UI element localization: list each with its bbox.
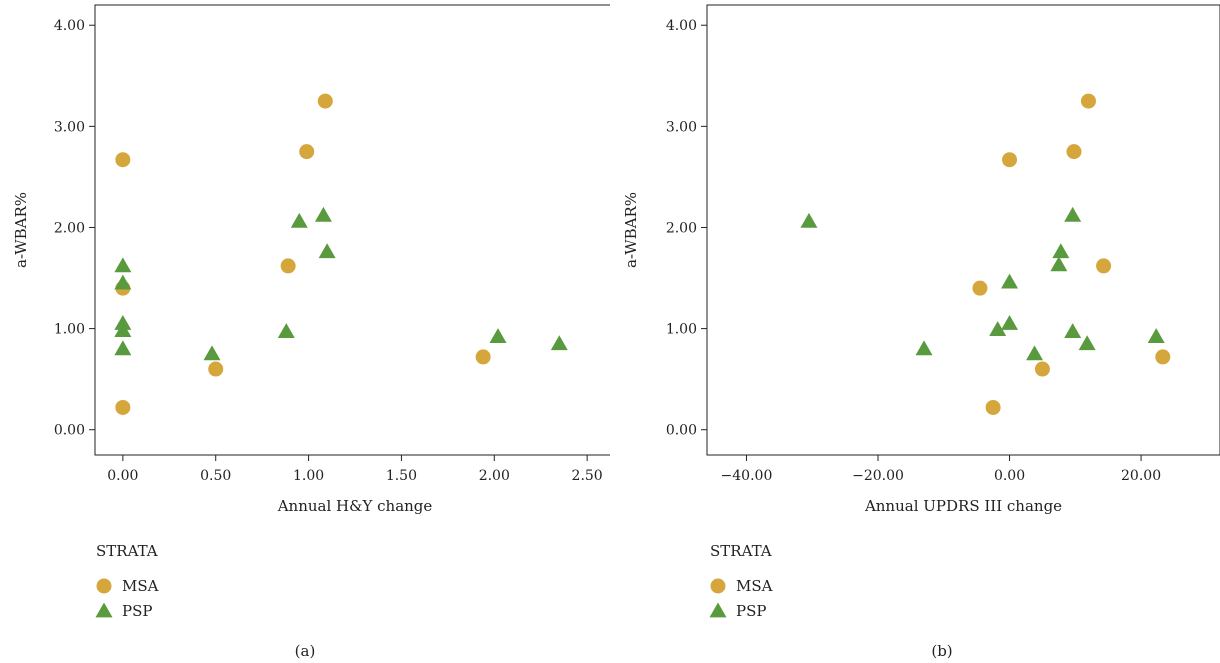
data-point-psp xyxy=(1052,243,1070,259)
x-axis-label: Annual H&Y change xyxy=(277,497,433,515)
data-point-psp xyxy=(550,335,568,351)
data-point-psp xyxy=(800,212,818,228)
y-axis-label: a-WBAR% xyxy=(12,192,30,268)
data-point-psp xyxy=(203,345,221,361)
data-point-psp xyxy=(1078,335,1096,351)
data-point-psp xyxy=(1001,315,1019,330)
legend-label-psp: PSP xyxy=(122,602,152,620)
chart-panel-a: 0.00 0.50 1.00 1.50 2.00 2.50 0.00 1.00 2.00 3.00… xyxy=(12,4,610,660)
data-point-msa xyxy=(1155,349,1171,365)
x-tick-label: −40.00 xyxy=(721,468,773,484)
data-point-psp xyxy=(318,243,336,259)
x-tick-label: 1.50 xyxy=(386,468,417,484)
data-point-msa xyxy=(1066,144,1082,160)
data-point-msa xyxy=(1096,258,1112,274)
legend-marker-psp xyxy=(95,602,113,618)
plot-frame-b xyxy=(706,4,1220,456)
y-tick-label: 1.00 xyxy=(666,322,697,338)
data-point-psp xyxy=(1064,206,1082,222)
legend-title: STRATA xyxy=(96,542,158,560)
legend-label-msa: MSA xyxy=(736,577,773,595)
data-point-psp xyxy=(114,322,132,337)
x-tick-label: 1.00 xyxy=(293,468,324,484)
scatter-chart-a: 0.00 0.50 1.00 1.50 2.00 2.50 0.00 1.00 2.00 3.00… xyxy=(12,4,610,660)
series-psp-a xyxy=(114,206,568,361)
y-tick-label: 4.00 xyxy=(666,18,697,34)
x-axis-label: Annual UPDRS III change xyxy=(864,497,1062,515)
y-axis-label: a-WBAR% xyxy=(622,192,640,268)
y-tick-label: 3.00 xyxy=(54,119,85,135)
x-tick-label: 2.50 xyxy=(572,468,603,484)
y-tick-label: 2.00 xyxy=(54,220,85,236)
legend-marker-msa xyxy=(710,578,726,594)
legend-marker-msa xyxy=(96,578,112,594)
legend-label-msa: MSA xyxy=(122,577,159,595)
data-point-psp xyxy=(989,321,1007,336)
series-msa-a xyxy=(115,93,491,415)
data-point-msa xyxy=(475,349,491,365)
data-point-msa xyxy=(299,144,315,160)
series-psp-b xyxy=(800,206,1165,361)
y-tick-label: 0.00 xyxy=(666,423,697,439)
legend-marker-psp xyxy=(709,602,727,618)
data-point-psp xyxy=(290,212,308,228)
data-point-msa xyxy=(280,258,296,274)
data-point-psp xyxy=(1026,345,1044,361)
y-tick-label: 0.00 xyxy=(54,423,85,439)
data-point-psp xyxy=(314,206,332,222)
panel-caption: (a) xyxy=(295,642,316,660)
data-point-msa xyxy=(208,361,224,377)
x-tick-label: 20.00 xyxy=(1121,468,1161,484)
data-point-psp xyxy=(1050,256,1068,272)
data-point-msa xyxy=(1002,152,1018,168)
data-point-psp xyxy=(915,340,933,356)
data-point-psp xyxy=(1001,273,1019,289)
data-point-psp xyxy=(114,274,132,290)
x-tick-label: 0.00 xyxy=(994,468,1025,484)
data-point-psp xyxy=(114,340,132,356)
x-tick-label: 2.00 xyxy=(479,468,510,484)
data-point-msa xyxy=(115,399,131,415)
legend-title: STRATA xyxy=(710,542,772,560)
y-tick-label: 1.00 xyxy=(54,322,85,338)
panel-caption: (b) xyxy=(931,642,952,660)
series-msa-b xyxy=(972,93,1171,415)
data-point-msa xyxy=(317,93,333,109)
data-point-psp xyxy=(1147,328,1165,344)
x-tick-label: −20.00 xyxy=(852,468,904,484)
y-tick-label: 3.00 xyxy=(666,119,697,135)
scatter-chart-b: −40.00 −20.00 0.00 20.00 0.00 1.00 2.00 3.00 4.0… xyxy=(622,4,1220,660)
chart-panel-b: −40.00 −20.00 0.00 20.00 0.00 1.00 2.00 3.00 4.0… xyxy=(610,0,1220,663)
plot-frame-a xyxy=(94,4,610,456)
data-point-psp xyxy=(489,328,507,344)
data-point-msa xyxy=(1080,93,1096,109)
data-point-psp xyxy=(1064,323,1082,339)
data-point-msa xyxy=(1034,361,1050,377)
data-point-msa xyxy=(985,399,1001,415)
y-tick-label: 2.00 xyxy=(666,220,697,236)
x-tick-label: 0.50 xyxy=(200,468,231,484)
y-tick-label: 4.00 xyxy=(54,18,85,34)
data-point-msa xyxy=(972,280,988,296)
data-point-msa xyxy=(115,152,131,168)
x-tick-label: 0.00 xyxy=(107,468,138,484)
legend-label-psp: PSP xyxy=(736,602,766,620)
data-point-psp xyxy=(277,323,295,339)
data-point-psp xyxy=(114,257,132,273)
